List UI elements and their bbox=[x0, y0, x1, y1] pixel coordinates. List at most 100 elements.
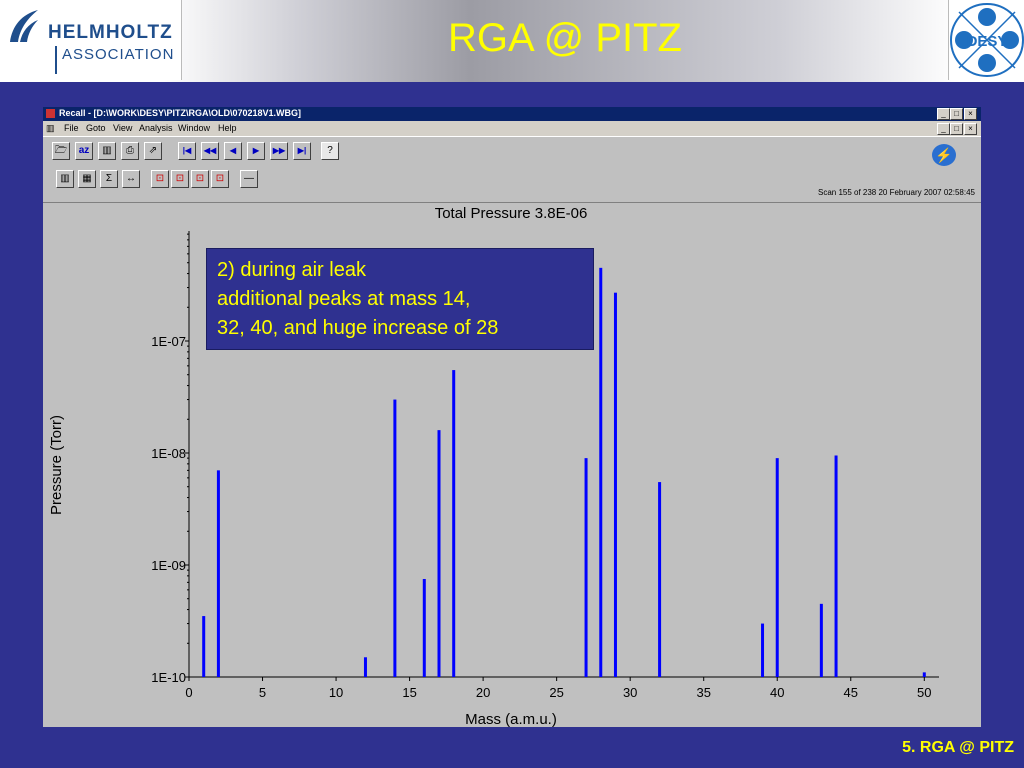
menu-view[interactable]: View bbox=[113, 123, 133, 133]
x-tick-label-6: 30 bbox=[623, 685, 637, 700]
next-scan-button[interactable]: ▶ bbox=[247, 142, 265, 160]
zoom-button-4[interactable]: ⊡ bbox=[211, 170, 229, 188]
bar-mass-43 bbox=[819, 603, 823, 677]
slide-title: RGA @ PITZ bbox=[448, 16, 682, 60]
sum-button[interactable]: Σ bbox=[100, 170, 118, 188]
desy-logo-text: DESY bbox=[967, 33, 1008, 50]
menu-file[interactable]: File bbox=[64, 123, 79, 133]
y-axis-label: Pressure (Torr) bbox=[48, 415, 65, 515]
close-button[interactable]: × bbox=[964, 108, 977, 120]
table-button[interactable]: ▦ bbox=[78, 170, 96, 188]
bar-mass-12 bbox=[363, 657, 367, 677]
print-button[interactable]: ⎙ bbox=[121, 142, 139, 160]
x-axis-label: Mass (a.m.u.) bbox=[465, 711, 557, 728]
toolbar-main: 🗁 az ▥ ⎙ ⇗ |◀ ◀◀ ◀ ▶ ▶▶ ▶| ? ⚡ bbox=[43, 136, 981, 167]
x-tick-label-9: 45 bbox=[844, 685, 858, 700]
maximize-button[interactable]: □ bbox=[950, 108, 963, 120]
x-tick-label-0: 0 bbox=[185, 685, 192, 700]
zoom-icon-2: ⊡ bbox=[175, 173, 185, 184]
x-tick-label-7: 35 bbox=[696, 685, 710, 700]
toolbar-analysis: ▥ ▦ Σ ↔ ⊡ ⊡ ⊡ ⊡ — Scan 155 of 238 20 Feb… bbox=[43, 166, 981, 203]
x-ticks: 0 5 10 15 20 25 30 35 40 45 50 bbox=[185, 677, 932, 700]
bar-mass-18 bbox=[452, 370, 456, 677]
slide-header: HELMHOLTZ ASSOCIATION RGA @ PITZ DESY bbox=[0, 0, 1024, 82]
menu-analysis[interactable]: Analysis bbox=[139, 123, 173, 133]
menubar: ▥ File Goto View Analysis Window Help _ … bbox=[43, 121, 981, 136]
y-tick-label-3: 1E-07 bbox=[151, 334, 186, 349]
scan-info: Scan 155 of 238 20 February 2007 02:58:4… bbox=[817, 188, 975, 197]
y-tick-label-1: 1E-09 bbox=[151, 558, 186, 573]
sum-icon: Σ bbox=[105, 173, 113, 184]
export-button[interactable]: ⇗ bbox=[144, 142, 162, 160]
last-scan-button[interactable]: ▶| bbox=[293, 142, 311, 160]
bar-chart-icon: ▥ bbox=[60, 173, 70, 184]
menu-help[interactable]: Help bbox=[218, 123, 237, 133]
fast-forward-button[interactable]: ▶▶ bbox=[270, 142, 288, 160]
info-icon: ? bbox=[327, 145, 333, 156]
x-tick-label-10: 50 bbox=[917, 685, 931, 700]
prev-scan-button[interactable]: ◀ bbox=[224, 142, 242, 160]
bar-mass-16 bbox=[422, 578, 426, 677]
menu-app-icon[interactable]: ▥ bbox=[46, 123, 55, 133]
bar-mass-28 bbox=[599, 267, 603, 677]
rewind-button[interactable]: ◀◀ bbox=[201, 142, 219, 160]
minus-button[interactable]: — bbox=[240, 170, 258, 188]
print-icon: ⎙ bbox=[126, 145, 134, 156]
window-titlebar[interactable]: Recall - [D:\WORK\DESY\PITZ\RGA\OLD\0702… bbox=[43, 107, 981, 121]
lightning-icon[interactable]: ⚡ bbox=[932, 144, 956, 166]
next-icon: ▶ bbox=[252, 146, 260, 155]
zoom-button-2[interactable]: ⊡ bbox=[171, 170, 189, 188]
y-ticks: 1E-10 1E-09 1E-08 1E-07 bbox=[151, 233, 189, 685]
annotation-callout: 2) during air leak additional peaks at m… bbox=[206, 248, 594, 350]
expand-button[interactable]: ↔ bbox=[122, 170, 140, 188]
helmholtz-logo-line2: ASSOCIATION bbox=[62, 46, 175, 63]
x-tick-label-8: 40 bbox=[770, 685, 784, 700]
table-icon: ▦ bbox=[82, 173, 92, 184]
first-icon: |◀ bbox=[182, 146, 192, 155]
x-tick-label-3: 15 bbox=[402, 685, 416, 700]
minimize-button[interactable]: _ bbox=[937, 108, 950, 120]
callout-line-3: 32, 40, and huge increase of 28 bbox=[217, 317, 499, 339]
y-tick-label-2: 1E-08 bbox=[151, 446, 186, 461]
minus-icon: — bbox=[244, 173, 254, 184]
bar-mass-50 bbox=[922, 672, 926, 677]
desy-logo-icon: DESY bbox=[950, 3, 1024, 77]
open-icon: 🗁 bbox=[54, 145, 68, 156]
slide-footer: 5. RGA @ PITZ bbox=[902, 739, 1014, 756]
callout-line-1: 2) during air leak bbox=[217, 259, 366, 281]
bars bbox=[202, 267, 926, 677]
zoom-button-3[interactable]: ⊡ bbox=[191, 170, 209, 188]
child-close-button[interactable]: × bbox=[964, 123, 977, 135]
sort-az-icon: az bbox=[78, 145, 90, 156]
child-minimize-button[interactable]: _ bbox=[937, 123, 950, 135]
open-button[interactable]: 🗁 bbox=[52, 142, 70, 160]
menu-goto[interactable]: Goto bbox=[86, 123, 106, 133]
window-title: Recall - [D:\WORK\DESY\PITZ\RGA\OLD\0702… bbox=[59, 108, 302, 118]
info-button[interactable]: ? bbox=[321, 142, 339, 160]
x-tick-label-2: 10 bbox=[329, 685, 343, 700]
last-icon: ▶| bbox=[297, 146, 307, 155]
bar-mass-44 bbox=[834, 455, 838, 677]
bar-mass-40 bbox=[775, 458, 779, 677]
book-icon: ▥ bbox=[102, 145, 112, 156]
bar-mass-17 bbox=[437, 430, 441, 677]
first-scan-button[interactable]: |◀ bbox=[178, 142, 196, 160]
callout-line-2: additional peaks at mass 14, bbox=[217, 288, 471, 310]
x-tick-label-4: 20 bbox=[476, 685, 490, 700]
rewind-icon: ◀◀ bbox=[203, 146, 217, 155]
prev-icon: ◀ bbox=[229, 146, 237, 155]
zoom-icon-1: ⊡ bbox=[155, 173, 165, 184]
zoom-icon-3: ⊡ bbox=[195, 173, 205, 184]
menu-window[interactable]: Window bbox=[178, 123, 211, 133]
helmholtz-logo-line1: HELMHOLTZ bbox=[48, 22, 173, 43]
bar-chart-button[interactable]: ▥ bbox=[56, 170, 74, 188]
bar-mass-1 bbox=[202, 616, 206, 677]
zoom-button-1[interactable]: ⊡ bbox=[151, 170, 169, 188]
fast-forward-icon: ▶▶ bbox=[272, 146, 286, 155]
sort-az-button[interactable]: az bbox=[75, 142, 93, 160]
child-restore-button[interactable]: □ bbox=[950, 123, 963, 135]
book-button[interactable]: ▥ bbox=[98, 142, 116, 160]
bar-mass-39 bbox=[761, 623, 765, 677]
desy-logo: DESY bbox=[948, 0, 1024, 80]
